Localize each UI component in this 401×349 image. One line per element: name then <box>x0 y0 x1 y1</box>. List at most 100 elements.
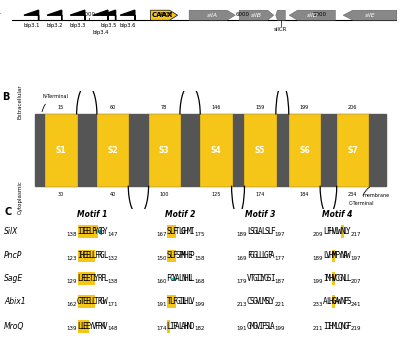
Text: I: I <box>178 297 183 306</box>
Bar <box>97 114 128 186</box>
Text: G: G <box>264 274 269 283</box>
Text: E: E <box>85 252 90 260</box>
Text: I: I <box>270 274 275 283</box>
Text: S: S <box>264 322 269 331</box>
Text: L: L <box>346 274 351 283</box>
Polygon shape <box>239 10 274 20</box>
Text: L: L <box>326 297 330 306</box>
Text: C-Terminal: C-Terminal <box>349 187 375 206</box>
Text: 123: 123 <box>67 257 77 261</box>
Text: L: L <box>343 227 348 236</box>
Text: 241: 241 <box>350 302 361 307</box>
Text: L: L <box>170 227 174 236</box>
Text: I: I <box>323 322 328 331</box>
Text: V: V <box>332 227 336 236</box>
Text: Y: Y <box>94 227 99 236</box>
Bar <box>332 250 336 262</box>
Text: V: V <box>326 252 330 260</box>
Text: L: L <box>247 227 251 236</box>
Text: L: L <box>89 297 93 306</box>
Text: MroQ: MroQ <box>4 322 24 331</box>
Text: L: L <box>261 252 266 260</box>
Text: L: L <box>255 252 260 260</box>
Text: L: L <box>170 297 174 306</box>
Text: S: S <box>346 297 351 306</box>
Text: 168: 168 <box>194 279 205 284</box>
Bar <box>92 250 95 262</box>
Text: 167: 167 <box>156 232 167 237</box>
Text: F: F <box>270 227 275 236</box>
Text: S5: S5 <box>255 146 265 155</box>
Bar <box>92 295 95 308</box>
Text: F: F <box>172 322 177 331</box>
Text: T: T <box>80 297 85 306</box>
Text: R: R <box>97 322 102 331</box>
Bar <box>78 320 81 333</box>
Circle shape <box>172 278 177 280</box>
Polygon shape <box>120 10 135 20</box>
Text: L: L <box>267 227 271 236</box>
Text: 191: 191 <box>236 326 247 332</box>
Text: Motif 3: Motif 3 <box>245 210 276 219</box>
Text: N: N <box>340 274 345 283</box>
Text: Y: Y <box>103 227 107 236</box>
Text: Y: Y <box>172 274 177 283</box>
Text: L: L <box>258 297 263 306</box>
Text: 189: 189 <box>312 257 323 261</box>
Bar <box>173 250 176 262</box>
Bar <box>89 295 92 308</box>
Text: L: L <box>323 227 328 236</box>
Text: Motif 1: Motif 1 <box>77 210 107 219</box>
Text: 175: 175 <box>194 232 205 237</box>
Bar <box>245 114 276 186</box>
Bar <box>170 250 173 262</box>
Text: membrane: membrane <box>362 193 389 198</box>
Text: F: F <box>247 252 251 260</box>
Text: I: I <box>170 322 174 331</box>
Text: N: N <box>187 322 191 331</box>
Text: V: V <box>103 322 107 331</box>
Text: G: G <box>253 297 257 306</box>
Text: K: K <box>100 322 105 331</box>
Text: Extracellular: Extracellular <box>18 84 23 119</box>
Bar <box>289 114 320 186</box>
Text: S6: S6 <box>299 146 310 155</box>
Text: T: T <box>89 274 93 283</box>
Text: H: H <box>329 274 333 283</box>
Text: L: L <box>178 227 183 236</box>
Text: L: L <box>91 252 96 260</box>
Text: I: I <box>77 252 81 260</box>
Text: M: M <box>250 322 254 331</box>
Bar <box>81 250 84 262</box>
Bar <box>86 295 89 308</box>
Text: T: T <box>175 227 180 236</box>
Text: G: G <box>100 297 105 306</box>
Text: Y: Y <box>89 322 93 331</box>
Text: Y: Y <box>346 227 351 236</box>
Text: 139: 139 <box>67 326 77 332</box>
Text: 148: 148 <box>107 326 118 332</box>
Text: 233: 233 <box>312 302 323 307</box>
Text: L: L <box>89 227 93 236</box>
Text: 78: 78 <box>161 105 167 110</box>
Bar <box>173 225 176 238</box>
Text: L: L <box>255 227 260 236</box>
Circle shape <box>97 231 101 232</box>
Text: 146: 146 <box>211 105 221 110</box>
Text: 174: 174 <box>156 326 167 332</box>
Text: F: F <box>166 274 171 283</box>
Text: E: E <box>85 322 90 331</box>
Text: V: V <box>247 274 251 283</box>
Text: E: E <box>85 274 90 283</box>
Text: G: G <box>343 322 348 331</box>
Text: N-Terminal: N-Terminal <box>42 94 69 112</box>
Text: S: S <box>250 297 254 306</box>
Text: 221: 221 <box>274 302 285 307</box>
Text: L: L <box>80 322 85 331</box>
Text: H: H <box>329 252 333 260</box>
Text: blp3.5: blp3.5 <box>100 23 117 28</box>
Text: L: L <box>258 252 263 260</box>
Text: G: G <box>337 274 342 283</box>
Text: 8000: 8000 <box>313 12 327 17</box>
Text: F: F <box>267 252 271 260</box>
